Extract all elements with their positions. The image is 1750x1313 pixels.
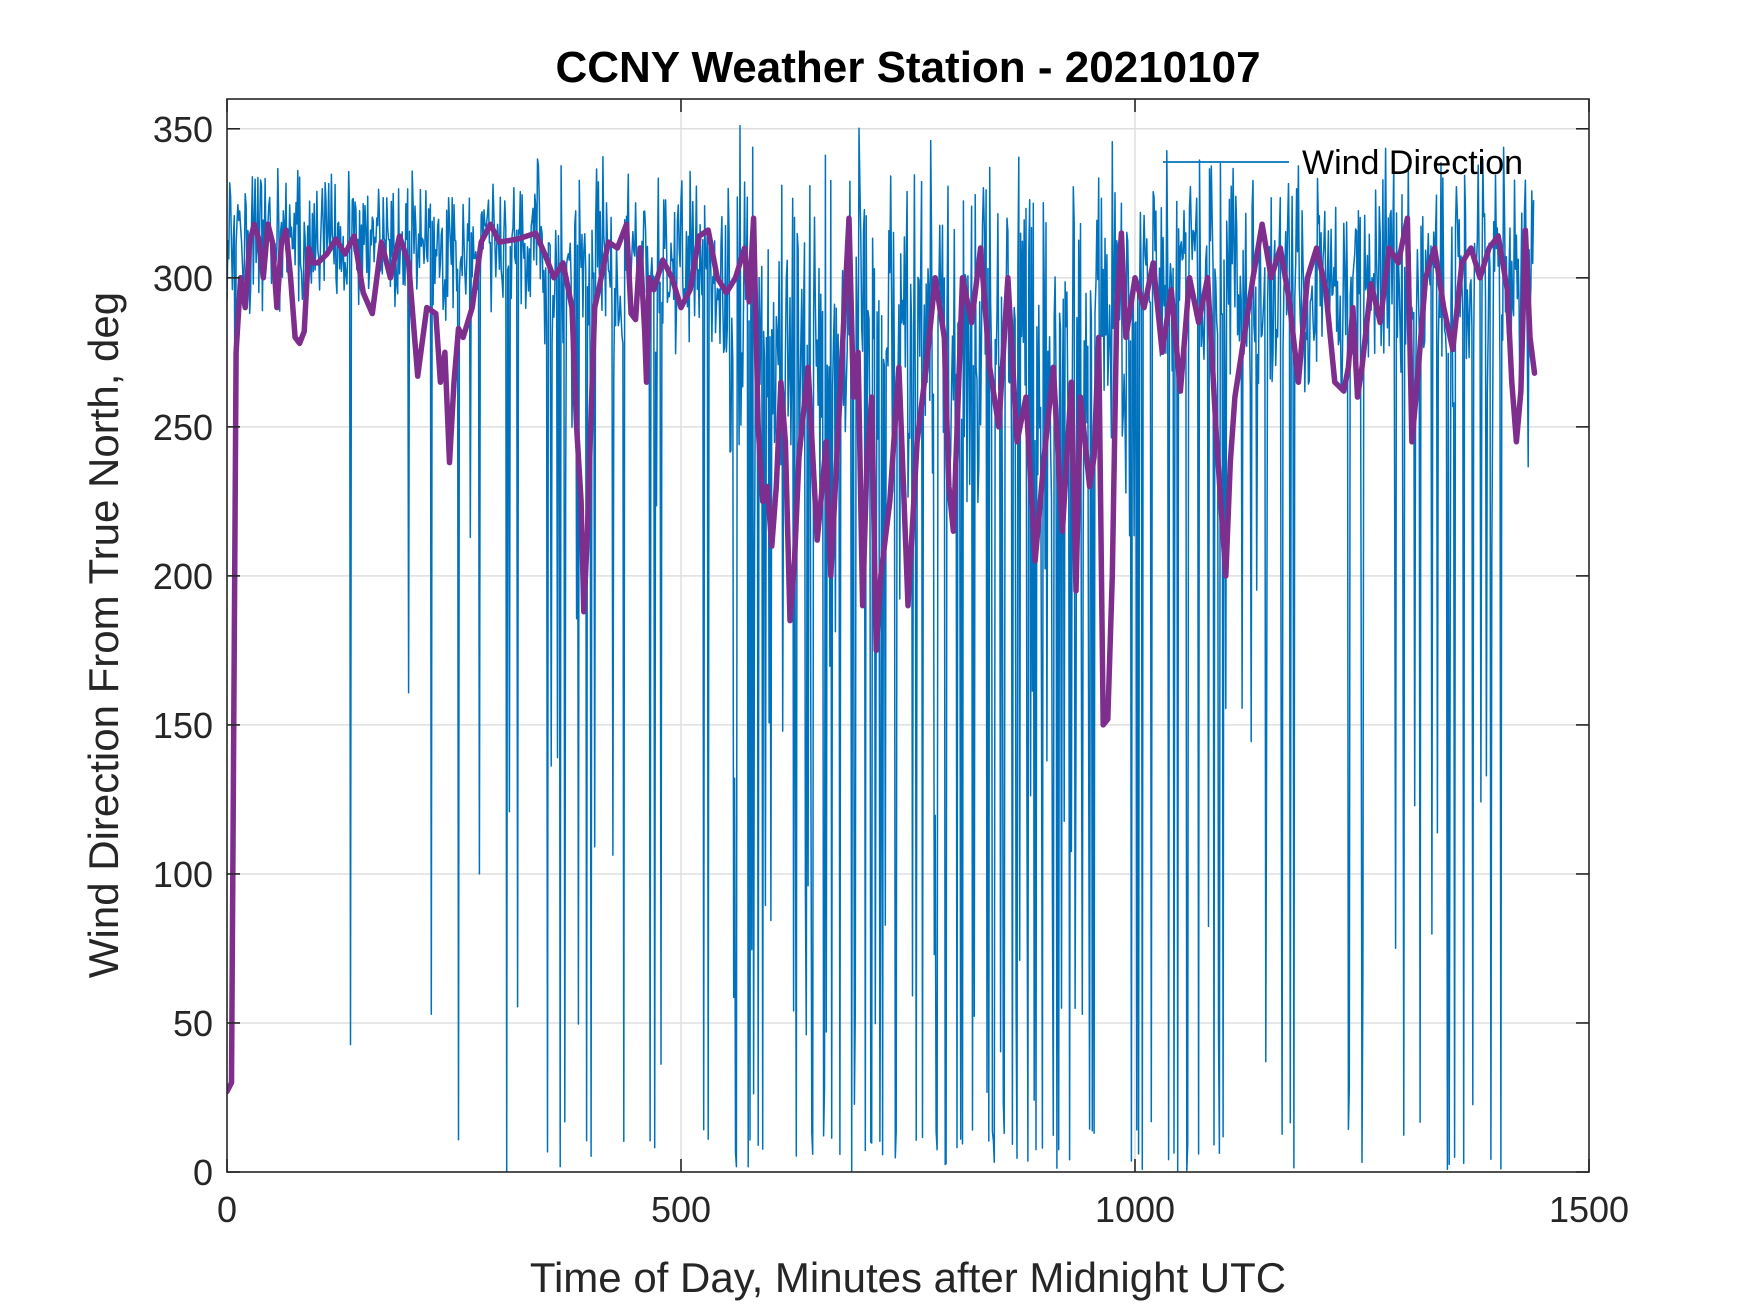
chart-title: CCNY Weather Station - 20210107 bbox=[555, 43, 1260, 92]
y-tick-label: 250 bbox=[153, 407, 213, 448]
x-tick-label: 1500 bbox=[1549, 1189, 1629, 1230]
y-tick-label: 300 bbox=[153, 258, 213, 299]
y-tick-label: 0 bbox=[193, 1152, 213, 1193]
x-axis-label: Time of Day, Minutes after Midnight UTC bbox=[530, 1254, 1286, 1301]
y-tick-label: 150 bbox=[153, 705, 213, 746]
x-tick-label: 0 bbox=[217, 1189, 237, 1230]
y-axis-label: Wind Direction From True North, deg bbox=[80, 292, 127, 978]
y-tick-label: 50 bbox=[173, 1003, 213, 1044]
y-tick-label: 100 bbox=[153, 854, 213, 895]
moving-average-line bbox=[227, 215, 1538, 1095]
x-tick-label: 500 bbox=[651, 1189, 711, 1230]
legend: Wind Direction bbox=[1163, 144, 1523, 182]
y-tick-label: 200 bbox=[153, 556, 213, 597]
x-tick-label: 1000 bbox=[1095, 1189, 1175, 1230]
wind-direction-line bbox=[227, 124, 1535, 1172]
series-group bbox=[227, 124, 1538, 1172]
legend-label: Wind Direction bbox=[1302, 144, 1523, 182]
y-tick-label: 350 bbox=[153, 109, 213, 150]
plot-frame bbox=[226, 98, 1590, 1173]
axis-ticks: 0 500 1000 1500 0 50 100 150 200 250 300 350 bbox=[153, 99, 1629, 1230]
